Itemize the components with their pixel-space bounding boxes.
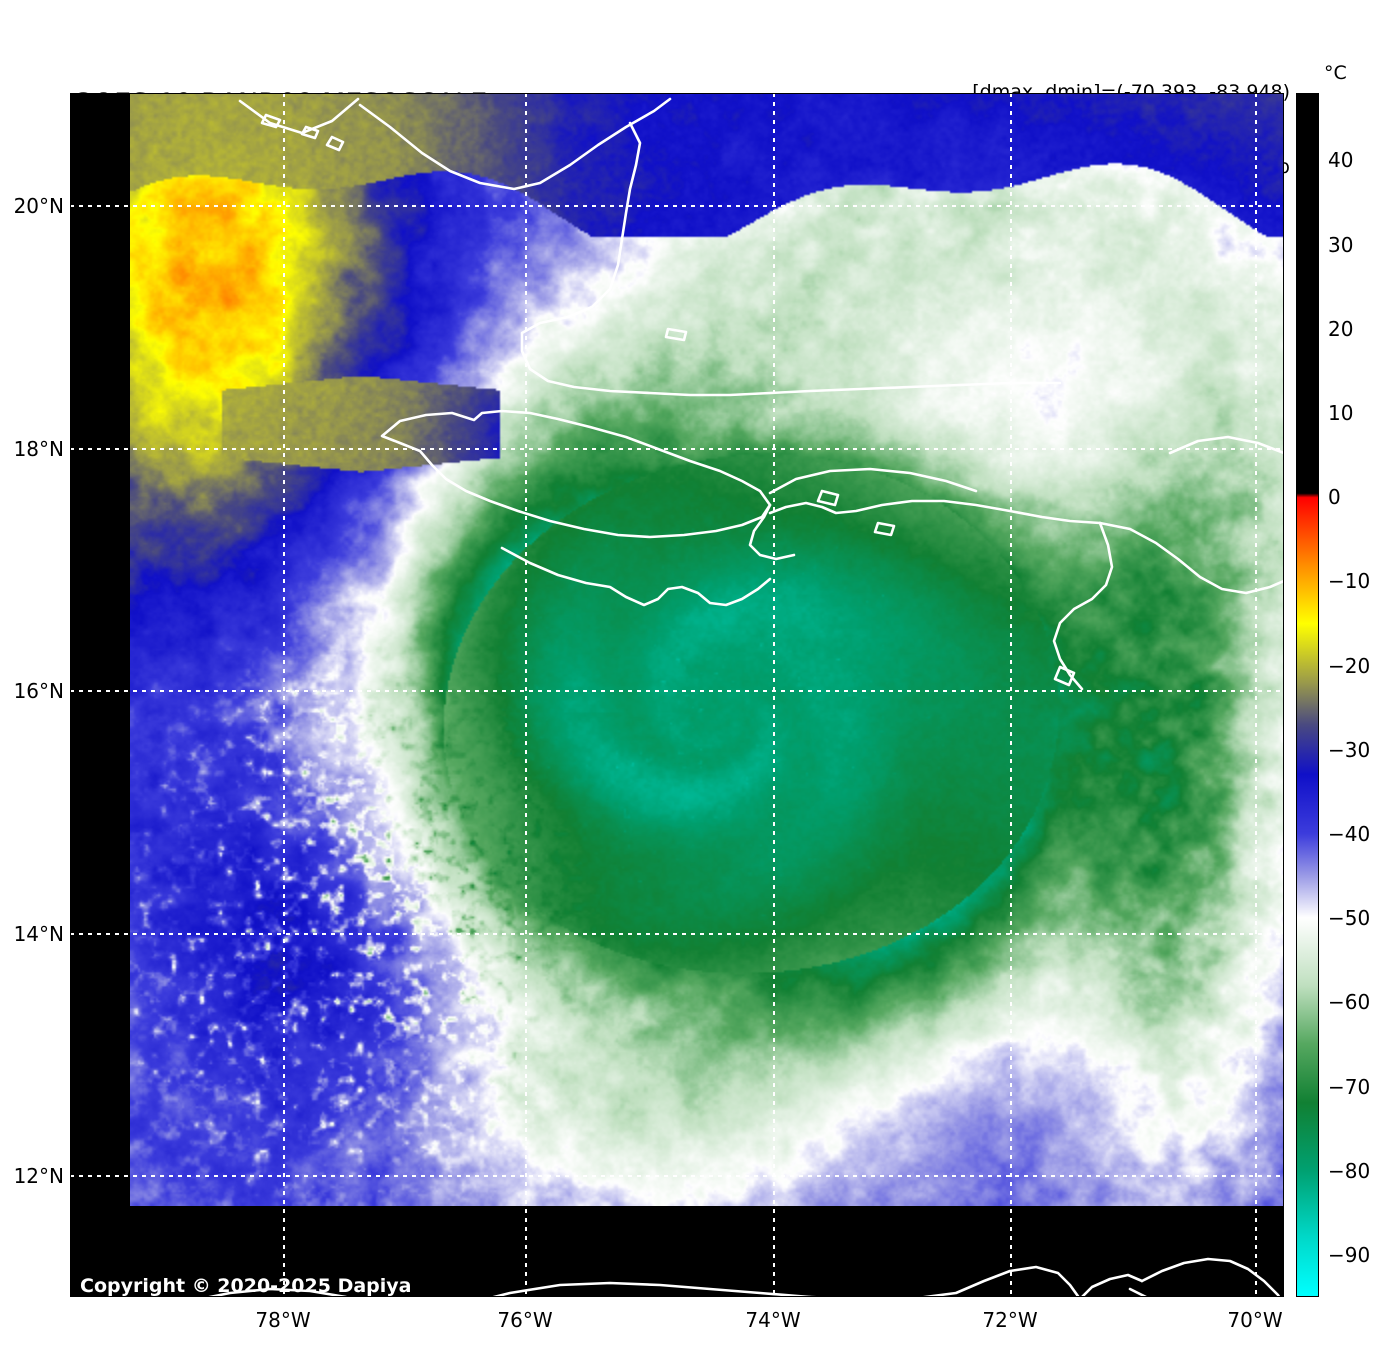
colorbar-tick-10: 10 [1328, 400, 1354, 425]
colorbar-tick-minus70: −70 [1328, 1074, 1371, 1099]
gridline-lon-76 [525, 93, 527, 1297]
colorbar-tick-minus80: −80 [1328, 1158, 1371, 1183]
gridline-lon-74 [773, 93, 775, 1297]
gridline-lat-14 [70, 933, 1284, 935]
ytick-label-12n: 12°N [13, 1164, 64, 1188]
ytick-label-14n: 14°N [13, 922, 64, 946]
colorbar-unit-label: °C [1324, 62, 1347, 84]
gridline-lat-12 [70, 1175, 1284, 1177]
colorbar-tick-minus10: −10 [1328, 569, 1371, 594]
xtick-label-76w: 76°W [497, 1308, 553, 1332]
colorbar-tick-minus30: −30 [1328, 737, 1371, 762]
ytick-label-18n: 18°N [13, 437, 64, 461]
coastline-overlay [203, 97, 1284, 1297]
gridline-lat-16 [70, 690, 1284, 692]
ytick-label-16n: 16°N [13, 679, 64, 703]
colorbar-tick-minus20: −20 [1328, 653, 1371, 678]
xtick-label-72w: 72°W [982, 1308, 1038, 1332]
satellite-image-plot [70, 93, 1284, 1297]
gridline-lat-18 [70, 448, 1284, 450]
colorbar-tick-minus90: −90 [1328, 1242, 1371, 1267]
gridline-lon-78 [283, 93, 285, 1297]
gridline-lat-20 [70, 205, 1284, 207]
colorbar-tick-minus60: −60 [1328, 990, 1371, 1015]
colorbar-tick-minus50: −50 [1328, 906, 1371, 931]
colorbar-tick-20: 20 [1328, 316, 1354, 341]
ytick-label-20n: 20°N [13, 194, 64, 218]
colorbar [1296, 93, 1319, 1297]
xtick-label-70w: 70°W [1227, 1308, 1283, 1332]
xtick-label-78w: 78°W [255, 1308, 311, 1332]
copyright-label: Copyright © 2020-2025 Dapiya [80, 1275, 412, 1297]
colorbar-tick-30: 30 [1328, 232, 1354, 257]
colorbar-tick-minus40: −40 [1328, 821, 1371, 846]
colorbar-gradient [1297, 94, 1318, 1296]
colorbar-tick-40: 40 [1328, 148, 1354, 173]
colorbar-tick-0: 0 [1328, 485, 1341, 510]
gridline-lon-70 [1255, 93, 1257, 1297]
gridline-lon-72 [1010, 93, 1012, 1297]
satellite-raster [130, 93, 1284, 1206]
xtick-label-74w: 74°W [745, 1308, 801, 1332]
